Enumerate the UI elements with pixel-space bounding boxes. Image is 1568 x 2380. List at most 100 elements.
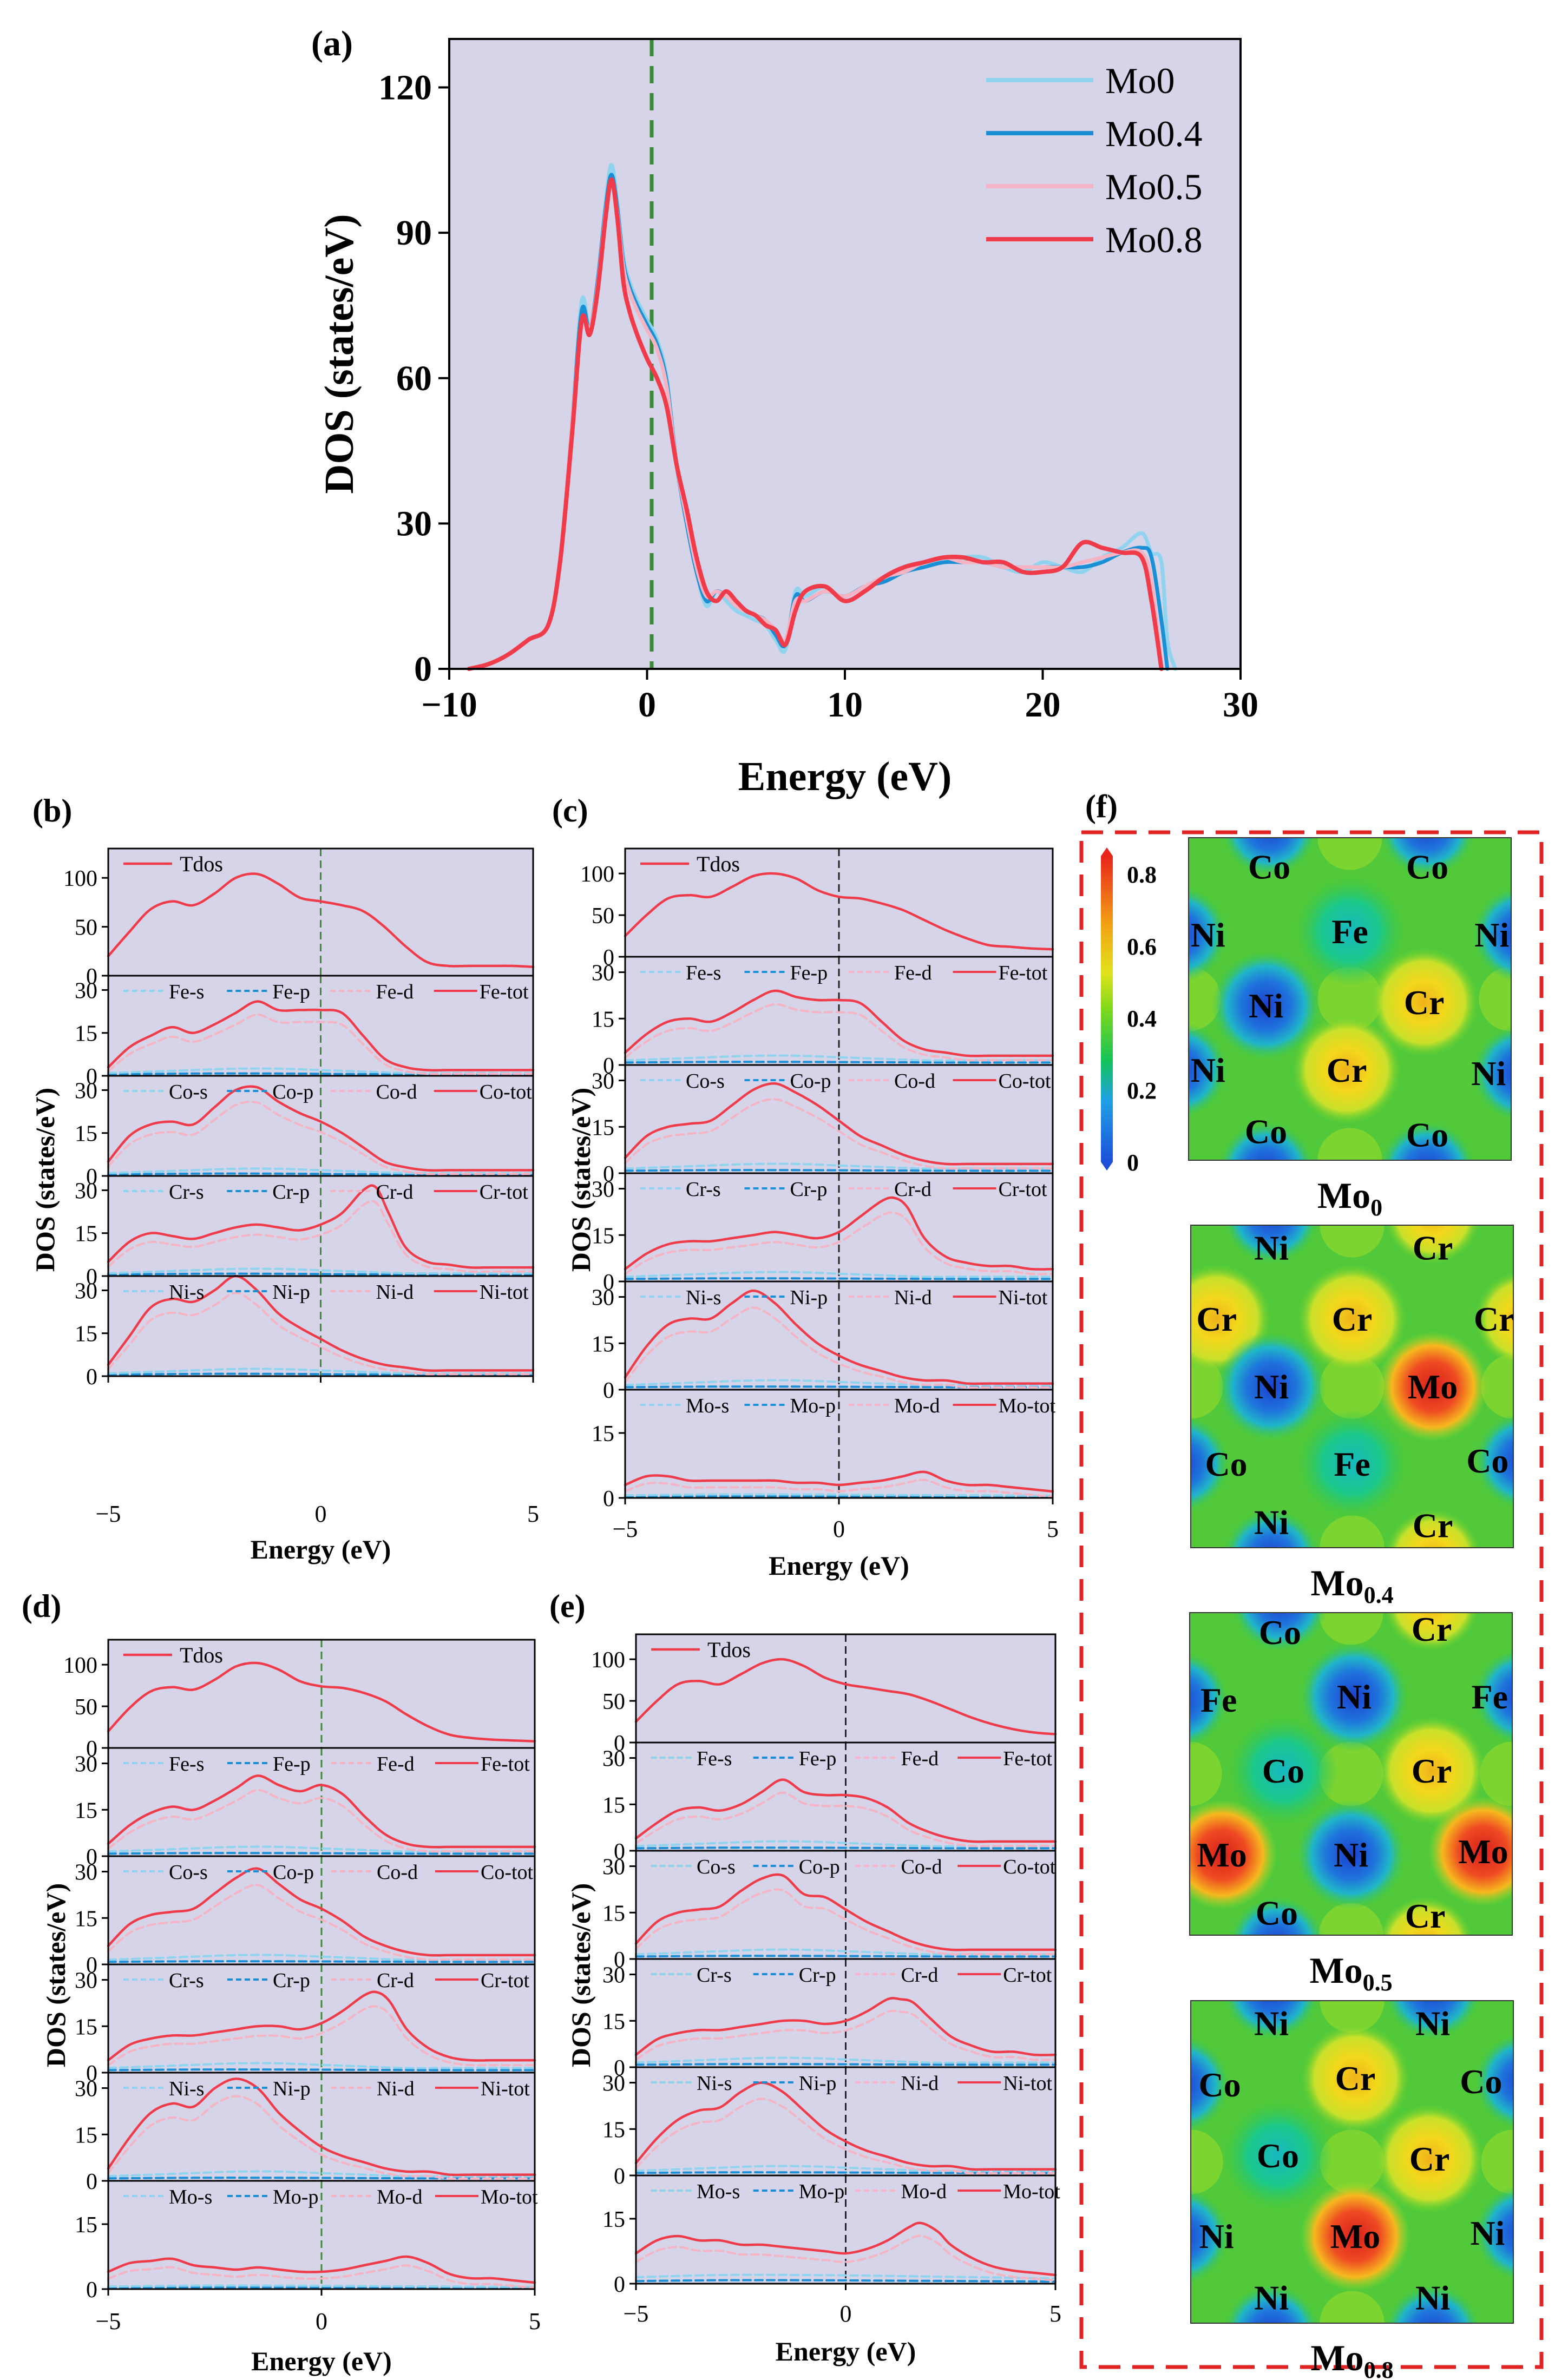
atom-label-co: Co	[1257, 2136, 1299, 2175]
panel-c-subplot-fe: 0 15 30 Fe-s Fe-p Fe-d Fe-tot	[592, 956, 1054, 1079]
charge-map-edge-blob	[1385, 2001, 1480, 2040]
panel-d-ytick-label: 0	[86, 2061, 97, 2086]
panel-d-subplot-cr: 0 15 30 Cr-s Cr-p Cr-d Cr-tot	[75, 1963, 536, 2086]
panel-e-fe-d-curve	[635, 1791, 1057, 1848]
panel-c-legend-label: Ni-s	[686, 1286, 721, 1309]
charge-map-interstitial	[1190, 1741, 1222, 1806]
charge-map-title: Mo0.4	[1310, 1562, 1393, 1608]
panel-c-ni-tot-curve	[624, 1289, 1054, 1385]
panel-a-ytick-label: 60	[396, 359, 432, 398]
panel-b-xtick-label: 5	[527, 1501, 539, 1527]
panel-c-xtick-label: 5	[1047, 1516, 1059, 1542]
panel-d-letter: (d)	[22, 1588, 61, 1624]
panel-a-legend-label: Mo0.4	[1105, 113, 1202, 154]
panel-e-ytick-label: 50	[602, 1689, 625, 1714]
panel-b-ytick-label: 15	[75, 1022, 97, 1047]
panel-d-legend-label: Tdos	[180, 1643, 223, 1667]
panel-c-legend-label: Co-p	[790, 1070, 831, 1093]
panel-d-ytick-label: 50	[75, 1695, 97, 1720]
panel-e-co-d-curve	[635, 1888, 1057, 1956]
panel-e-legend-label: Cr-p	[799, 1964, 836, 1987]
panel-f-letter: (f)	[1085, 788, 1118, 824]
panel-e-ytick-label: 15	[602, 2009, 625, 2034]
charge-map-edge-blob	[1380, 1121, 1475, 1160]
charge-map-atom-blob	[1297, 1409, 1407, 1519]
panel-c-ytick-label: 30	[592, 1069, 614, 1094]
panel-c-cr-s-curve	[624, 1271, 1054, 1278]
charge-map-title-sub: 0.4	[1364, 1582, 1394, 1608]
charge-map-edge-blob	[1224, 1509, 1319, 1548]
panel-b-ytick-label: 0	[86, 1265, 97, 1290]
panel-c-legend-label: Mo-tot	[999, 1395, 1056, 1417]
panel-c-xtick-label: −5	[613, 1516, 638, 1542]
panel-d-ytick-label: 0	[86, 1953, 97, 1978]
charge-map-atom-blob	[1374, 2103, 1485, 2214]
panel-e-cr-p-curve	[635, 2063, 1057, 2066]
panel-d-xtick-label: −5	[96, 2308, 121, 2335]
panel-b-subplot-cr: 0 15 30 Cr-s Cr-p Cr-d Cr-tot	[75, 1175, 535, 1290]
panel-b-legend-label: Co-d	[376, 1081, 417, 1103]
charge-map-title-sub: 0.5	[1363, 1969, 1393, 1996]
atom-label-cr: Cr	[1405, 1897, 1446, 1935]
atom-label-cr: Cr	[1474, 1300, 1514, 1338]
atom-label-mo: Mo	[1197, 1836, 1246, 1874]
panel-b-ytick-label: 30	[75, 1279, 97, 1304]
panel-d-ytick-label: 15	[75, 1906, 97, 1931]
panel-a-legend-label: Mo0	[1105, 60, 1175, 101]
atom-label-co: Co	[1466, 1442, 1508, 1480]
panel-e-ytick-label: 0	[614, 2164, 625, 2189]
charge-map-interstitial	[1320, 2129, 1385, 2194]
panel-d-fe-tot-curve	[107, 1774, 536, 1849]
panel-c-cr-d-curve	[624, 1211, 1054, 1276]
panel-a-ytick-label: 90	[396, 213, 432, 253]
panel-b-ni-tot-curve	[107, 1274, 535, 1372]
panel-d-ytick-label: 100	[63, 1653, 97, 1678]
panel-b-ytick-label: 0	[86, 1365, 97, 1390]
panel-c-ytick-label: 0	[603, 945, 614, 970]
colorbar-tick-label: 0.2	[1127, 1077, 1157, 1104]
panel-d-legend-label: Fe-d	[377, 1753, 415, 1776]
panel-d-legend-label: Mo-s	[169, 2186, 212, 2208]
charge-map-frame	[1190, 1225, 1514, 1548]
panel-b-subplot-co: 0 15 30 Co-s Co-p Co-d Co-tot	[75, 1075, 535, 1189]
panel-d-legend-label: Cr-tot	[481, 1969, 529, 1992]
panel-e-ytick-label: 0	[614, 2056, 625, 2081]
panel-b-fe-tot-curve	[107, 1000, 535, 1072]
charge-map-edge-blob	[1474, 2185, 1513, 2280]
panel-d-cr-tot-curve	[107, 1990, 536, 2062]
panel-e-legend-label: Co-p	[799, 1856, 840, 1878]
panel-e-ytick-label: 15	[602, 1901, 625, 1926]
charge-map-title: Mo0.8	[1310, 2337, 1393, 2380]
panel-f-dashed-frame	[1079, 830, 1544, 2369]
panel-c-legend-label: Co-s	[686, 1070, 725, 1093]
panel-e-legend-label: Ni-tot	[1003, 2072, 1052, 2095]
panel-e-ni-s-curve	[635, 2165, 1057, 2172]
charge-map-edge-blob	[1474, 1271, 1513, 1366]
charge-map-edge-blob	[1232, 1613, 1328, 1652]
panel-c-legend-label: Cr-s	[686, 1178, 721, 1201]
charge-map-title-main: Mo	[1317, 1175, 1370, 1216]
colorbar-tick-label: 0.4	[1127, 1005, 1157, 1032]
charge-map-edge-blob	[1384, 1613, 1479, 1652]
charge-map-edge-blob	[1191, 2188, 1230, 2284]
charge-map-frame	[1189, 1612, 1513, 1936]
atom-label-cr: Cr	[1413, 1229, 1453, 1267]
panel-c-subplot-mo: 0 15 Mo-s Mo-p Mo-d Mo-tot	[592, 1389, 1056, 1511]
panel-b-ytick-label: 100	[63, 866, 97, 891]
panel-e-subplot-mo: 0 15 Mo-s Mo-p Mo-d Mo-tot	[602, 2174, 1060, 2297]
panel-d-cr-d-curve	[107, 2005, 536, 2067]
panel-d-legend-label: Fe-tot	[481, 1753, 530, 1776]
panel-c-legend-label: Mo-p	[790, 1395, 836, 1417]
panel-e-mo-p-curve	[635, 2279, 1057, 2283]
panel-d-legend-label: Cr-p	[273, 1969, 310, 1992]
atom-label-ni: Ni	[1191, 916, 1225, 954]
panel-d-ytick-label: 30	[75, 1752, 97, 1777]
panel-c-mo-s-curve	[624, 1493, 1054, 1497]
atom-label-co: Co	[1205, 1445, 1247, 1483]
charge-map-interstitial	[1481, 1354, 1513, 1419]
panel-e-co-tot-curve	[634, 1873, 1057, 1951]
panel-c-cr-tot-curve	[624, 1196, 1054, 1271]
